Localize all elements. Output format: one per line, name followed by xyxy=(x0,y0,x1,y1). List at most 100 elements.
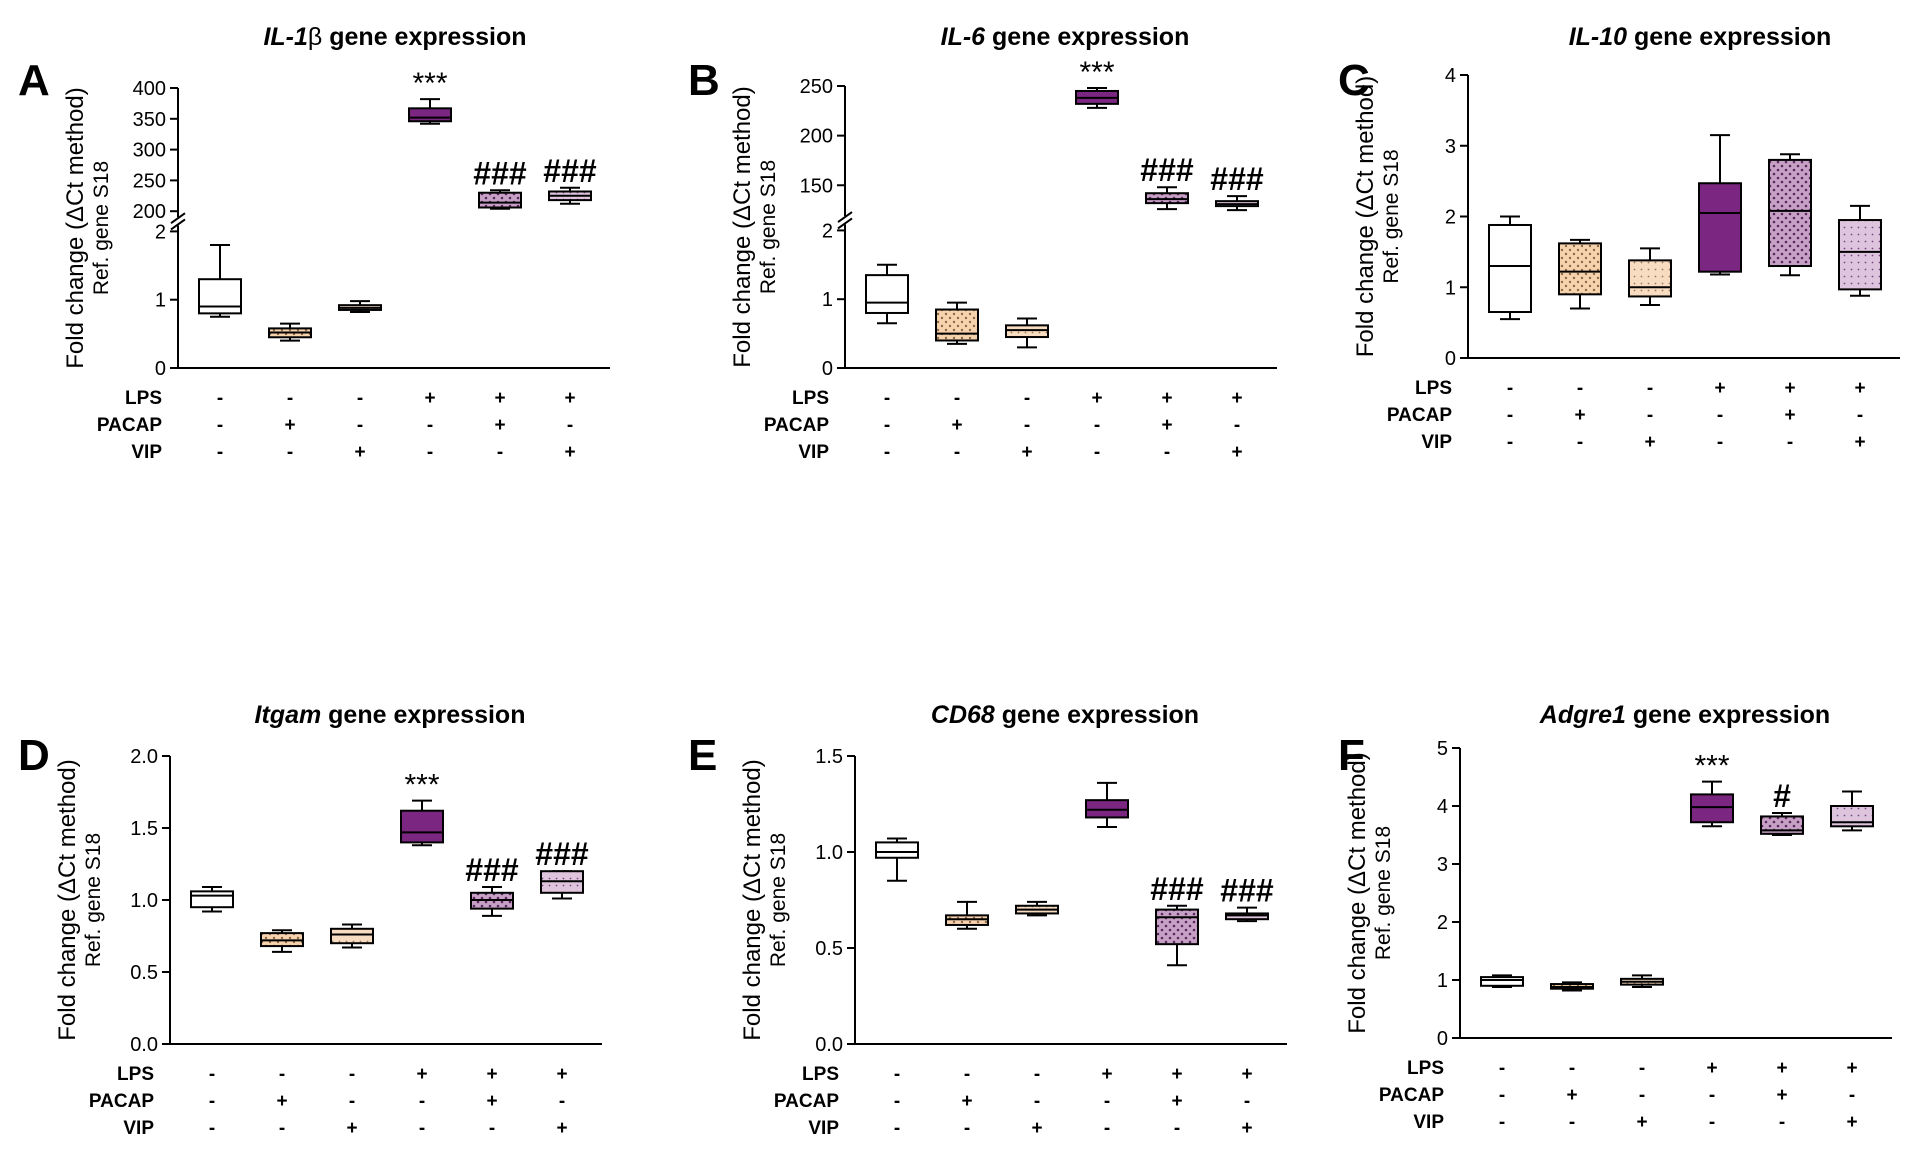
condition-row-label: LPS xyxy=(125,388,162,409)
box-D-5: ### xyxy=(465,852,519,917)
box-iqr xyxy=(330,927,374,945)
panel-F: F Adgre1 gene expression Fold change (ΔCt … xyxy=(1338,701,1892,1133)
condition-mark: + xyxy=(1241,1118,1252,1139)
condition-mark: + xyxy=(1784,405,1795,426)
y-axis-label: Fold change (ΔCt method) xyxy=(54,759,81,1041)
chart-title: Itgam gene expression xyxy=(255,701,526,729)
y-tick-label: 2 xyxy=(1445,207,1456,229)
condition-mark: + xyxy=(1161,388,1172,409)
chart-title: IL-6 gene expression xyxy=(941,23,1190,51)
condition-mark: - xyxy=(1104,1118,1110,1139)
condition-row-label: LPS xyxy=(802,1064,839,1085)
condition-mark: - xyxy=(1024,388,1030,409)
box-iqr xyxy=(1838,219,1882,291)
condition-mark: - xyxy=(1647,405,1653,426)
significance-label: *** xyxy=(1694,750,1729,783)
condition-row-label: VIP xyxy=(808,1118,839,1139)
box-E-2 xyxy=(945,900,989,930)
y-tick-label: 1 xyxy=(822,289,833,311)
axis-break-mark xyxy=(170,212,186,225)
condition-mark: + xyxy=(1636,1112,1647,1133)
condition-mark: - xyxy=(217,388,223,409)
condition-row-label: PACAP xyxy=(89,1091,154,1112)
y-tick-label: 5 xyxy=(1437,738,1448,760)
condition-mark: - xyxy=(894,1064,900,1085)
condition-mark: + xyxy=(1231,442,1242,463)
box-C-2 xyxy=(1558,238,1602,310)
box-C-6 xyxy=(1838,204,1882,297)
condition-mark: - xyxy=(1174,1118,1180,1139)
condition-mark: - xyxy=(1639,1058,1645,1079)
condition-row-label: VIP xyxy=(123,1118,154,1139)
condition-mark: - xyxy=(419,1118,425,1139)
condition-mark: + xyxy=(346,1118,357,1139)
chart-title: IL-10 gene expression xyxy=(1569,23,1832,51)
title-gene: IL-6 xyxy=(941,23,987,51)
condition-row-label: VIP xyxy=(1413,1112,1444,1133)
condition-mark: + xyxy=(276,1091,287,1112)
condition-mark: - xyxy=(884,442,890,463)
title-gene: Itgam xyxy=(255,701,322,729)
y-tick-label: 200 xyxy=(133,201,166,223)
condition-mark: + xyxy=(1776,1085,1787,1106)
condition-mark: - xyxy=(357,388,363,409)
box-iqr xyxy=(190,890,234,909)
condition-mark: - xyxy=(1577,378,1583,399)
box-E-4 xyxy=(1085,781,1129,829)
condition-mark: - xyxy=(1709,1085,1715,1106)
condition-mark: + xyxy=(1714,378,1725,399)
box-E-3 xyxy=(1015,900,1059,917)
box-iqr xyxy=(1830,805,1874,828)
box-iqr xyxy=(478,191,522,209)
condition-row-label: PACAP xyxy=(764,415,829,436)
condition-mark: - xyxy=(1499,1058,1505,1079)
condition-mark: + xyxy=(1231,388,1242,409)
significance-label: ### xyxy=(465,852,519,888)
condition-row-label: LPS xyxy=(117,1064,154,1085)
condition-mark: - xyxy=(497,442,503,463)
panel-D: D Itgam gene expression Fold change (ΔCt m… xyxy=(18,701,602,1139)
title-rest: gene expression xyxy=(995,701,1199,729)
condition-row-label: PACAP xyxy=(1379,1085,1444,1106)
condition-row-label: PACAP xyxy=(1387,405,1452,426)
y-tick-label: 4 xyxy=(1445,65,1456,87)
panel-B: B IL-6 gene expression Fold change (ΔCt me… xyxy=(688,23,1277,463)
condition-mark: - xyxy=(287,442,293,463)
box-E-5: ### xyxy=(1150,871,1204,967)
condition-row-label: VIP xyxy=(798,442,829,463)
condition-mark: - xyxy=(1709,1112,1715,1133)
y-tick-label: 0 xyxy=(155,358,166,380)
condition-mark: - xyxy=(349,1064,355,1085)
title-symbol: β xyxy=(308,23,322,51)
condition-mark: - xyxy=(1569,1058,1575,1079)
condition-mark: + xyxy=(354,442,365,463)
box-F-1 xyxy=(1480,974,1524,988)
condition-row-label: PACAP xyxy=(97,415,162,436)
condition-mark: + xyxy=(1644,432,1655,453)
box-iqr xyxy=(1768,158,1812,268)
box-iqr xyxy=(1488,223,1532,314)
y-tick-label: 0.0 xyxy=(130,1034,158,1056)
y-tick-label: 2 xyxy=(822,220,833,242)
condition-row-label: PACAP xyxy=(774,1091,839,1112)
title-gene: IL-10 xyxy=(1569,23,1627,51)
condition-mark: - xyxy=(1244,1091,1250,1112)
condition-mark: - xyxy=(287,388,293,409)
y-tick-label: 2.0 xyxy=(130,746,158,768)
condition-mark: - xyxy=(884,388,890,409)
condition-mark: - xyxy=(279,1064,285,1085)
box-A-4: *** xyxy=(408,67,452,125)
condition-mark: + xyxy=(1846,1112,1857,1133)
title-rest: gene expression xyxy=(985,23,1189,51)
condition-mark: - xyxy=(1577,432,1583,453)
condition-mark: - xyxy=(1857,405,1863,426)
significance-label: ### xyxy=(473,155,527,191)
box-iqr xyxy=(1005,324,1049,339)
condition-mark: - xyxy=(279,1118,285,1139)
condition-row-label: LPS xyxy=(1415,378,1452,399)
condition-mark: + xyxy=(556,1118,567,1139)
condition-mark: - xyxy=(1639,1085,1645,1106)
condition-mark: - xyxy=(1094,442,1100,463)
condition-mark: - xyxy=(1104,1091,1110,1112)
